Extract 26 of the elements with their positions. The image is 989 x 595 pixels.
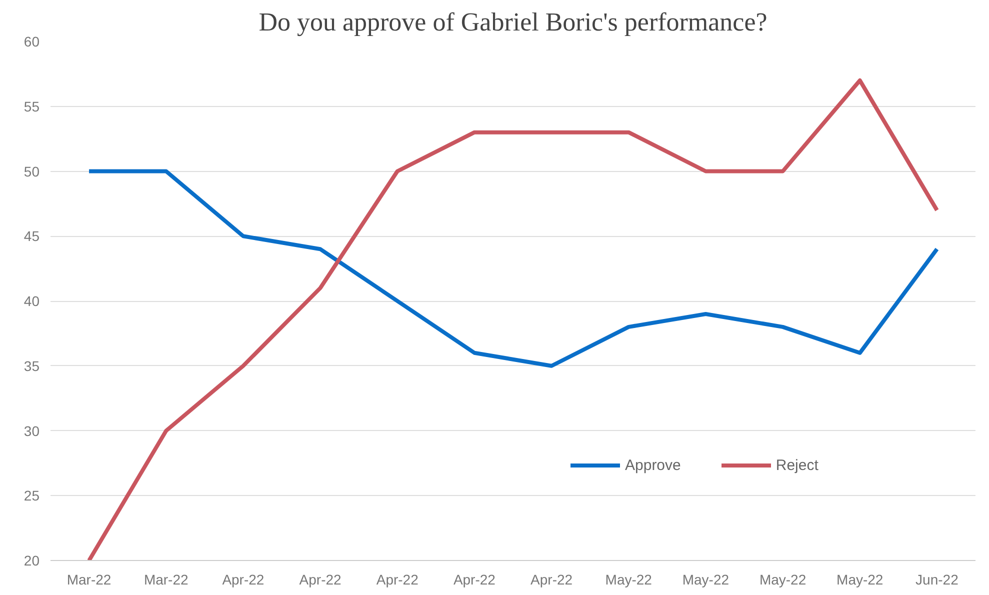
line-series [87, 78, 939, 560]
line-series [87, 169, 939, 368]
x-tick-label: Jun-22 [916, 572, 959, 588]
chart-title: Do you approve of Gabriel Boric's performance? [258, 8, 768, 36]
x-tick-label: Mar-22 [144, 572, 189, 588]
x-tick-label: May-22 [682, 572, 730, 588]
y-tick-label: 50 [24, 163, 40, 180]
legend-label: Reject [776, 456, 818, 474]
x-tick-label: Mar-22 [66, 572, 112, 588]
x-tick-label: May-22 [759, 572, 806, 588]
y-tick-label: 60 [24, 34, 40, 50]
x-tick-label: Apr-22 [376, 572, 419, 588]
x-tick-label: Apr-22 [530, 572, 573, 588]
x-tick-label: Apr-22 [222, 572, 264, 588]
x-tick-label: May-22 [605, 572, 652, 588]
y-tick-label: 30 [24, 422, 40, 439]
x-tick-label: Apr-22 [453, 572, 496, 588]
y-tick-label: 25 [24, 488, 40, 504]
y-tick-label: 35 [24, 358, 40, 374]
x-tick-label: Apr-22 [299, 572, 342, 588]
y-tick-label: 45 [24, 228, 40, 244]
y-tick-label: 20 [24, 552, 40, 568]
y-tick-label: 40 [24, 293, 40, 309]
legend-label: Approve [625, 456, 681, 474]
x-tick-label: May-22 [836, 572, 884, 588]
y-tick-label: 55 [24, 98, 40, 114]
